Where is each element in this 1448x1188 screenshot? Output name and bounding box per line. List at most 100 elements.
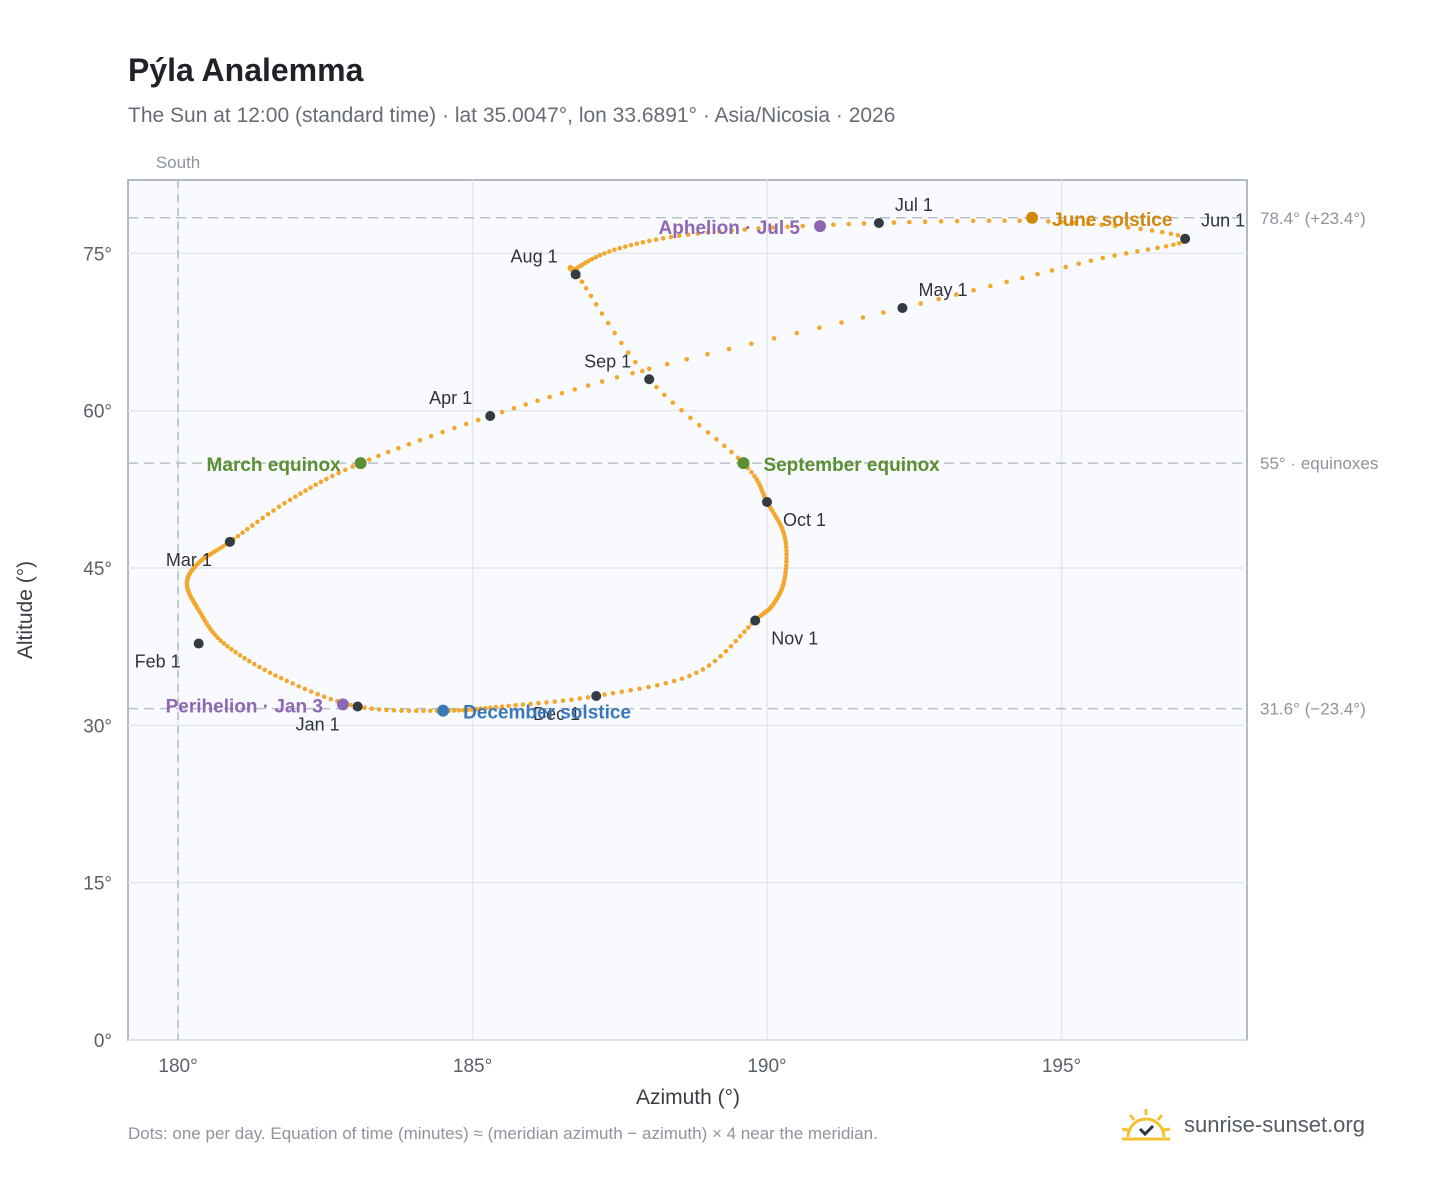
daily-dot: [1085, 221, 1091, 226]
daily-dot: [938, 219, 944, 224]
daily-dot: [257, 664, 262, 670]
daily-dot: [588, 293, 594, 299]
month-label: Sep 1: [584, 351, 631, 371]
daily-dot: [385, 449, 391, 455]
daily-dot: [247, 658, 252, 664]
daily-dot: [663, 680, 669, 686]
daily-dot: [752, 473, 757, 479]
month-label: Apr 1: [429, 388, 472, 408]
daily-dot: [1017, 218, 1023, 224]
daily-dot: [695, 231, 701, 236]
daily-dot: [668, 234, 674, 240]
daily-dot: [687, 673, 692, 679]
daily-dot: [745, 625, 751, 630]
daily-dot: [610, 690, 616, 696]
daily-dot: [619, 689, 625, 695]
daily-dot: [728, 643, 734, 649]
daily-dot: [1045, 219, 1051, 224]
daily-dot: [240, 530, 245, 535]
daily-dot: [671, 678, 677, 684]
daily-dot: [653, 237, 659, 242]
daily-dot: [276, 504, 282, 510]
daily-dot: [559, 390, 565, 396]
daily-dot: [694, 670, 699, 676]
daily-dot: [733, 638, 738, 644]
daily-dot: [1063, 264, 1069, 270]
daily-dot: [881, 310, 886, 315]
daily-dot: [302, 686, 308, 692]
brand[interactable]: sunrise-sunset.org: [1120, 1100, 1365, 1150]
x-tick-label: 190°: [747, 1056, 786, 1077]
daily-dot: [461, 707, 466, 713]
daily-dot: [348, 702, 354, 708]
y-tick-label: 15°: [83, 874, 112, 895]
daily-dot: [705, 230, 711, 235]
daily-dot: [328, 696, 334, 702]
daily-dot: [1149, 228, 1155, 233]
daily-dot: [783, 544, 789, 550]
month-marker: [224, 536, 235, 547]
daily-dot: [292, 494, 298, 499]
daily-dot: [800, 223, 806, 229]
daily-dot: [632, 359, 638, 365]
daily-dot: [465, 707, 471, 713]
daily-dot: [623, 244, 628, 249]
daily-dot: [705, 351, 710, 357]
daily-dot: [1112, 223, 1118, 229]
daily-dot: [986, 218, 992, 223]
daily-dot: [221, 641, 227, 646]
daily-dot: [235, 533, 241, 539]
event-markers: Perihelion · Jan 3 March equinox June sols…: [166, 210, 1173, 724]
daily-dot: [572, 387, 578, 392]
meridian-label: South: [156, 153, 200, 172]
daily-dot: [742, 227, 748, 232]
daily-dot: [1112, 253, 1117, 258]
reference-label: 55° · equinoxes: [1260, 454, 1378, 473]
event-marker: [737, 457, 750, 470]
daily-dot: [483, 705, 488, 711]
daily-dot: [619, 340, 624, 346]
month-label: Mar 1: [166, 550, 212, 570]
plot-area: [127, 179, 1248, 1041]
daily-dot: [267, 670, 273, 676]
daily-dot: [1049, 268, 1055, 273]
daily-dot: [1175, 233, 1181, 238]
daily-dot: [749, 341, 754, 347]
y-tick-label: 45°: [83, 559, 112, 580]
month-marker: [485, 410, 496, 421]
daily-dot: [417, 437, 423, 443]
daily-dot: [473, 706, 479, 712]
daily-dot: [785, 224, 790, 230]
daily-dot: [846, 221, 852, 227]
daily-dot: [599, 311, 605, 316]
daily-dot: [233, 649, 238, 655]
reference-lines: South 78.4° (+23.4°) 55° · equinoxes 31.6° …: [128, 153, 1378, 1040]
event-label: Aphelion · Jul 5: [659, 218, 801, 239]
sun-logo-icon: [1121, 1109, 1171, 1141]
month-label: Feb 1: [135, 652, 181, 672]
daily-dot: [612, 247, 617, 253]
daily-dot: [1059, 219, 1064, 225]
daily-dot: [861, 221, 867, 226]
daily-dot: [260, 515, 266, 521]
daily-dot: [670, 400, 676, 405]
daily-dot: [700, 667, 706, 672]
daily-dot: [318, 479, 324, 485]
daily-dot: [560, 698, 566, 703]
month-marker: [644, 374, 655, 385]
daily-dot: [602, 251, 607, 256]
daily-dot: [362, 705, 367, 711]
x-tick-label: 185°: [453, 1056, 492, 1077]
y-tick-label: 0°: [94, 1031, 112, 1052]
daily-dot: [271, 508, 276, 513]
daily-dot: [456, 708, 462, 713]
daily-dot: [1135, 249, 1140, 254]
daily-dot: [376, 453, 381, 459]
daily-dot: [421, 708, 426, 714]
daily-dot: [639, 368, 645, 374]
month-label: May 1: [918, 280, 967, 300]
daily-dot: [585, 383, 591, 388]
daily-dot: [602, 692, 607, 697]
daily-dot: [1100, 255, 1106, 261]
daily-dot: [936, 296, 942, 302]
